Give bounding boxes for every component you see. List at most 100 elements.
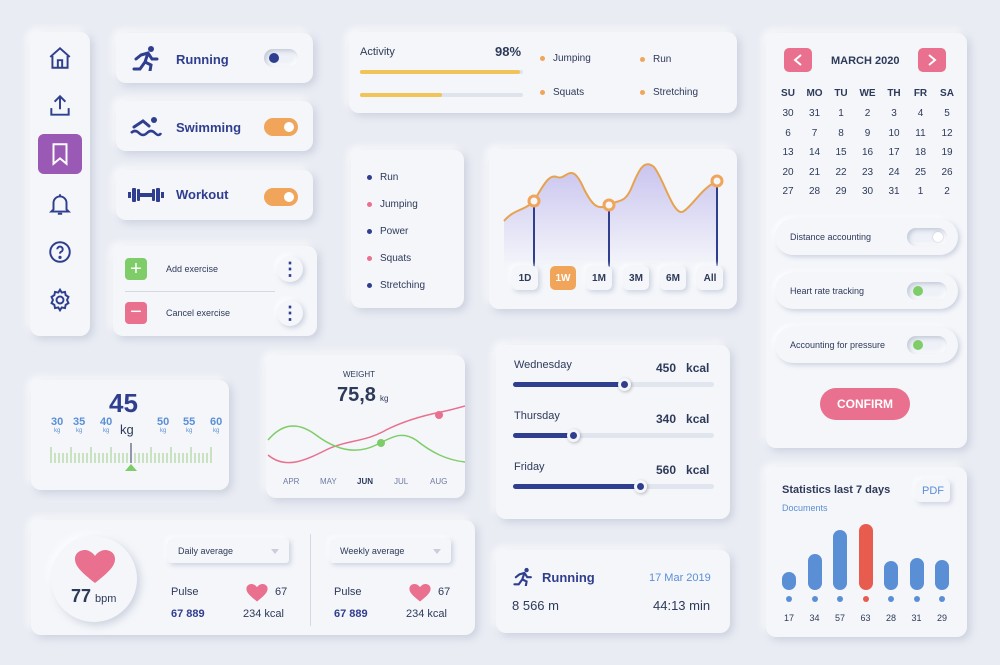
calendar-grid: SU MO TU WE TH FR SA 30 31 1 2 3 4 5 6 7 8 9 10 11 12 13 14 15 1…: [775, 88, 963, 198]
calendar-day[interactable]: 30: [861, 186, 874, 197]
running-toggle[interactable]: [264, 49, 298, 67]
dumbbell-icon: [128, 188, 164, 202]
range-1m[interactable]: 1M: [586, 266, 612, 290]
help-icon[interactable]: [44, 236, 76, 268]
calendar-day[interactable]: 6: [785, 127, 791, 139]
heart-rate-toggle[interactable]: [907, 282, 947, 300]
weekday-label: TU: [834, 88, 848, 99]
calendar-day[interactable]: 14: [808, 147, 821, 158]
list-item[interactable]: Power: [367, 226, 408, 237]
calendar-day[interactable]: 28: [808, 186, 821, 197]
calendar-day[interactable]: 1: [917, 186, 924, 197]
calendar-day[interactable]: 8: [838, 127, 844, 139]
divider: [125, 291, 275, 292]
calendar-day[interactable]: 24: [888, 166, 900, 178]
calendar-day[interactable]: 7: [811, 127, 818, 139]
workout-toggle[interactable]: [264, 188, 298, 206]
calendar-day[interactable]: 31: [808, 108, 821, 119]
scale-unit: kg: [120, 422, 134, 437]
stat-bar: [884, 560, 898, 590]
calendar-day[interactable]: 2: [864, 108, 871, 119]
running-title: Running: [542, 570, 595, 585]
stat-bar: [807, 554, 822, 590]
swimming-toggle[interactable]: [264, 118, 298, 136]
more-icon[interactable]: ⋮: [277, 256, 303, 282]
range-6m[interactable]: 6M: [660, 266, 686, 290]
weekday-label: SA: [940, 88, 954, 99]
calendar-day[interactable]: 2: [944, 186, 950, 197]
range-1d[interactable]: 1D: [512, 266, 538, 290]
kcal-slider[interactable]: [513, 480, 714, 493]
calendar-day[interactable]: 19: [941, 147, 953, 158]
sport-label: Running: [176, 52, 229, 67]
bpm-value: 77 bpm: [71, 586, 117, 606]
pressure-toggle[interactable]: [907, 336, 947, 354]
calendar-day[interactable]: 27: [782, 186, 794, 197]
bookmark-icon[interactable]: [38, 134, 82, 174]
range-all[interactable]: All: [697, 266, 723, 290]
stat-label: 57: [834, 613, 845, 623]
prev-month-button[interactable]: [784, 48, 812, 72]
calendar-day[interactable]: 30: [782, 108, 794, 119]
calendar-day[interactable]: 22: [835, 166, 847, 178]
range-1w[interactable]: 1W: [550, 266, 576, 290]
calendar-day[interactable]: 25: [914, 166, 927, 178]
calendar-day[interactable]: 9: [864, 127, 871, 139]
stat-dot: [939, 596, 945, 602]
calendar-day[interactable]: 11: [915, 127, 926, 139]
calendar-day[interactable]: 15: [835, 147, 847, 158]
calendar-day[interactable]: 31: [888, 186, 900, 197]
next-month-button[interactable]: [918, 48, 946, 72]
sport-label: Workout: [176, 187, 229, 202]
pdf-button[interactable]: PDF: [916, 480, 950, 502]
day-label: Friday: [514, 461, 545, 473]
slider-handle[interactable]: [567, 429, 581, 442]
daily-average-select[interactable]: Daily average: [168, 539, 289, 563]
chevron-down-icon: [433, 548, 441, 554]
calendar-day[interactable]: 29: [835, 186, 847, 197]
calendar-day[interactable]: 21: [808, 166, 821, 178]
calendar-day[interactable]: 1: [838, 108, 844, 119]
gear-icon[interactable]: [44, 284, 76, 316]
remove-button[interactable]: −: [125, 302, 147, 324]
list-item[interactable]: Stretching: [367, 280, 425, 291]
kcal-slider[interactable]: [513, 429, 714, 442]
scale-tick: 35 kg: [73, 416, 86, 434]
add-button[interactable]: +: [125, 258, 147, 280]
calendar-day[interactable]: 18: [914, 147, 927, 158]
slider-handle[interactable]: [633, 480, 647, 493]
calendar-day[interactable]: 17: [888, 147, 900, 158]
more-icon[interactable]: ⋮: [277, 300, 303, 326]
distance-toggle[interactable]: [907, 228, 947, 246]
calendar-day[interactable]: 5: [944, 108, 950, 119]
calendar-day[interactable]: 20: [782, 166, 794, 178]
range-3m[interactable]: 3M: [623, 266, 649, 290]
kcal-slider[interactable]: [513, 378, 714, 391]
kcal-value: 340 kcal: [656, 412, 710, 426]
kcal-value: 234 kcal: [406, 608, 447, 620]
calendar-day[interactable]: 13: [782, 147, 794, 158]
home-icon[interactable]: [44, 42, 76, 74]
calendar-day[interactable]: 10: [888, 127, 900, 139]
calendar-day[interactable]: 16: [861, 147, 874, 158]
stat-bar: [935, 559, 949, 590]
list-item[interactable]: Run: [367, 172, 398, 183]
day-label: Thursday: [514, 410, 560, 422]
calendar-day[interactable]: 4: [917, 108, 924, 119]
share-icon[interactable]: [44, 90, 76, 122]
list-item[interactable]: Jumping: [367, 199, 418, 210]
list-item[interactable]: Squats: [367, 253, 411, 264]
confirm-button[interactable]: CONFIRM: [820, 388, 910, 420]
bell-icon[interactable]: [44, 188, 76, 220]
weight-label: WEIGHT: [343, 370, 375, 379]
slider-handle[interactable]: [617, 378, 631, 391]
calendar-day[interactable]: 26: [941, 166, 953, 178]
weekly-average-select[interactable]: Weekly average: [330, 539, 451, 563]
calendar-day[interactable]: 23: [861, 166, 874, 178]
month-label: JUL: [394, 477, 409, 486]
calendar-day[interactable]: 3: [891, 108, 897, 119]
scale-card: 45 kg 30 kg 35 kg 40 kg 50 kg 55 kg 60 kg: [31, 380, 229, 490]
calendar-day[interactable]: 12: [941, 127, 953, 139]
sport-card-running: Running: [116, 33, 313, 83]
legend-item: Stretching: [640, 87, 698, 98]
